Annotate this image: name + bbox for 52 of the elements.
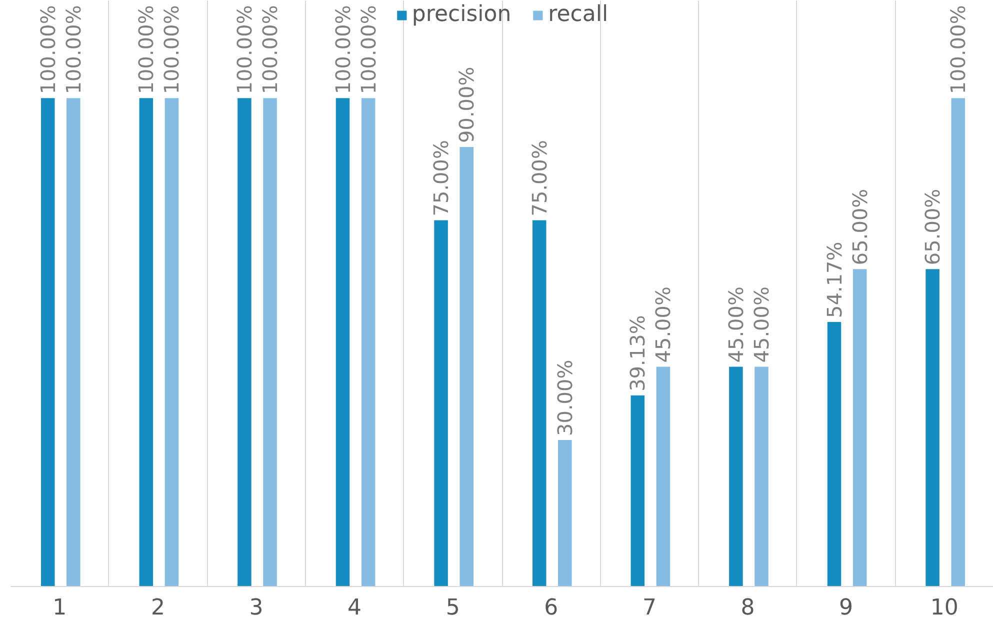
data-label: 65.00%	[920, 188, 945, 266]
bar	[827, 322, 842, 586]
x-tick-label: 2	[150, 596, 165, 620]
data-label: 39.13%	[626, 315, 650, 392]
bar	[852, 269, 867, 586]
data-label: 100.00%	[61, 5, 86, 94]
data-label: 100.00%	[946, 5, 970, 94]
x-tick-label: 4	[348, 596, 362, 620]
bar	[729, 366, 743, 586]
bar	[460, 147, 474, 586]
data-label: 100.00%	[134, 5, 158, 94]
data-label: 100.00%	[160, 5, 184, 94]
bar	[951, 98, 965, 586]
data-label: 45.00%	[724, 286, 748, 363]
data-label: 90.00%	[454, 66, 479, 143]
data-label: 54.17%	[822, 242, 846, 318]
data-label: 45.00%	[750, 286, 774, 363]
bar	[40, 98, 55, 586]
bar	[434, 220, 448, 586]
x-tick-label: 8	[740, 596, 755, 620]
data-label: 30.00%	[552, 360, 577, 436]
bar	[238, 98, 252, 586]
bar	[164, 98, 179, 586]
data-label: 65.00%	[848, 188, 872, 266]
data-label: 100.00%	[232, 5, 256, 94]
x-tick-label: 10	[930, 596, 958, 620]
bar	[139, 98, 154, 586]
x-tick-label: 3	[249, 596, 264, 620]
x-tick-label: 5	[446, 596, 460, 620]
bar	[361, 98, 376, 586]
bar	[630, 395, 645, 586]
data-label: 100.00%	[330, 5, 355, 94]
bar	[336, 98, 350, 586]
bar	[656, 366, 670, 586]
x-tick-label: 9	[839, 596, 854, 620]
data-label: 45.00%	[651, 286, 676, 363]
legend-label: recall	[548, 2, 608, 27]
x-tick-label: 7	[642, 596, 656, 620]
legend-label: precision	[412, 2, 512, 27]
data-label: 75.00%	[429, 140, 454, 216]
bar	[754, 366, 768, 586]
bar	[66, 98, 80, 586]
bar	[558, 440, 572, 586]
x-tick-label: 1	[52, 596, 67, 620]
data-label: 100.00%	[36, 5, 60, 94]
bar	[532, 220, 546, 586]
bar	[926, 269, 940, 586]
bar	[263, 98, 277, 586]
data-label: 100.00%	[258, 5, 282, 94]
x-tick-label: 6	[544, 596, 558, 620]
data-label: 100.00%	[356, 5, 380, 94]
data-label: 75.00%	[527, 140, 552, 216]
